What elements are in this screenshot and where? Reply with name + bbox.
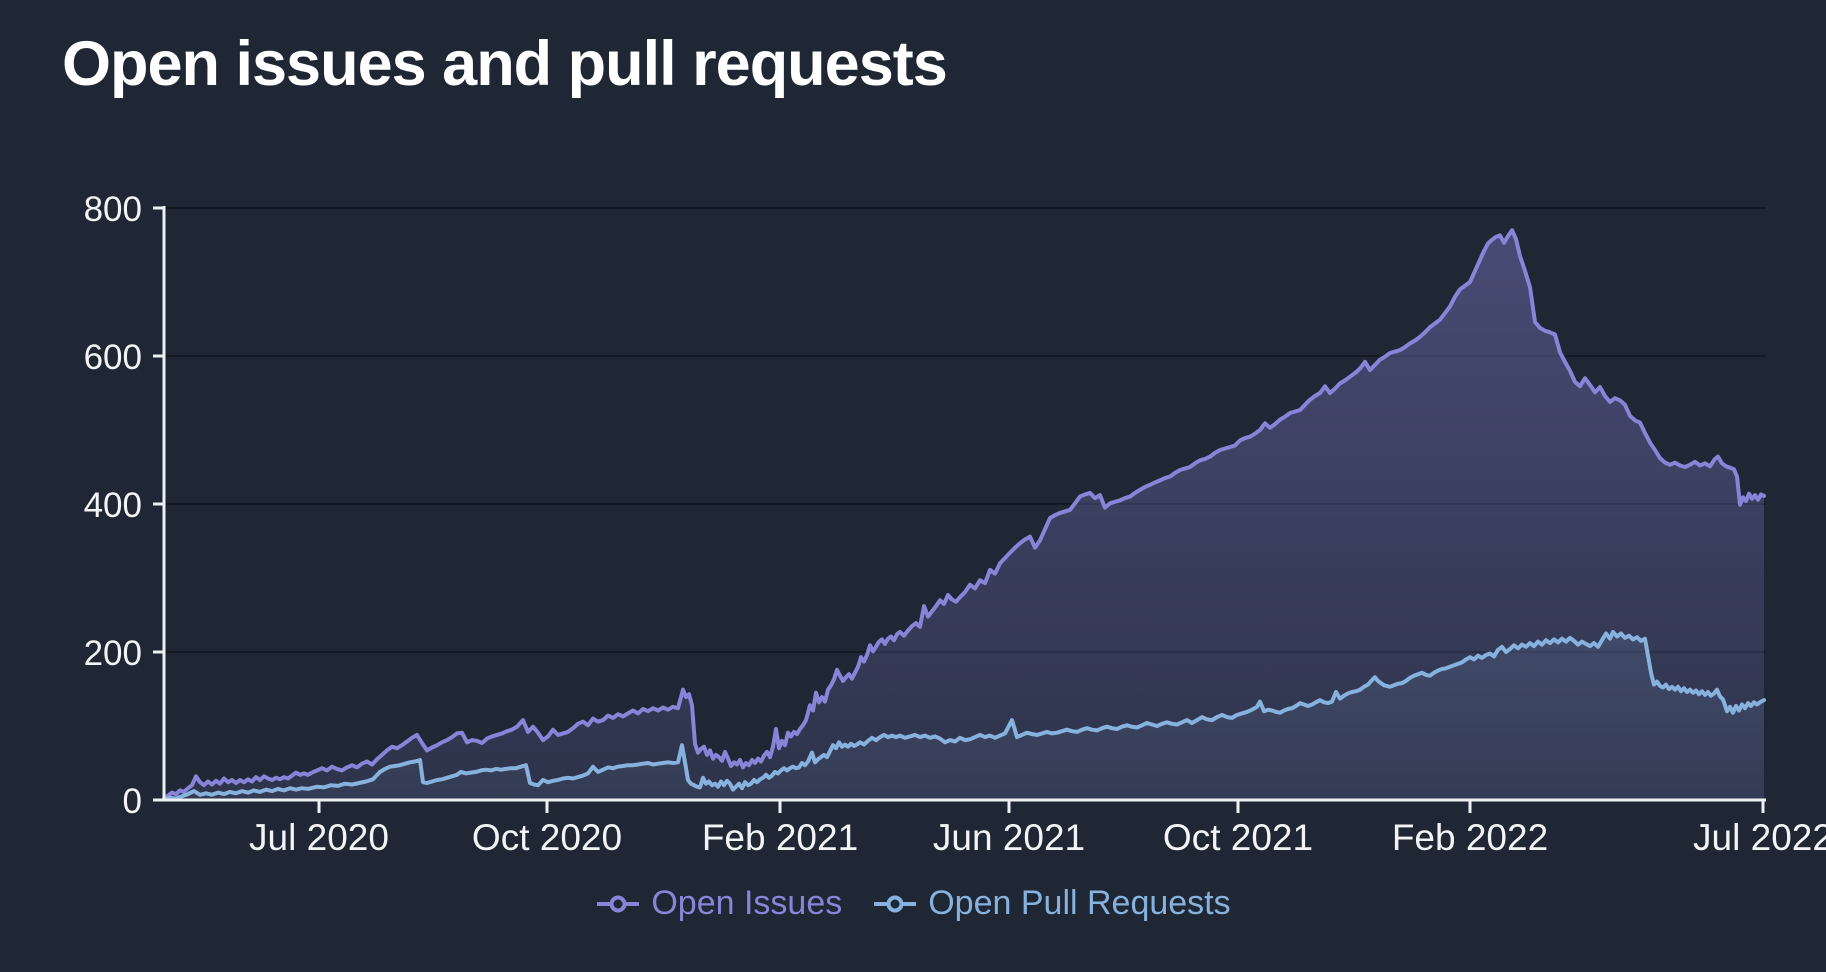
y-tick-label: 0	[123, 782, 142, 821]
legend-label-open-issues: Open Issues	[651, 884, 843, 922]
y-tick-label: 800	[84, 190, 142, 229]
y-tick-label: 200	[84, 634, 142, 673]
legend-marker-line-circle-icon	[597, 895, 640, 912]
y-tick-label: 400	[84, 486, 142, 525]
x-tick-label: Feb 2022	[1392, 817, 1548, 858]
line-open-issues	[162, 228, 1766, 801]
x-tick-label: Jul 2022	[1693, 817, 1826, 858]
y-tick-label: 600	[84, 338, 142, 377]
legend-marker-line-circle-icon	[874, 895, 917, 912]
x-tick-label: Oct 2021	[1163, 817, 1313, 858]
legend: Open Issues Open Pull Requests	[0, 884, 1826, 923]
area-open-issues	[164, 230, 1764, 800]
legend-item-open-issues[interactable]: Open Issues	[595, 884, 842, 923]
page-title: Open issues and pull requests	[62, 29, 948, 99]
legend-item-open-pull-requests[interactable]: Open Pull Requests	[872, 884, 1231, 923]
area-open-pull-requests	[164, 632, 1764, 800]
x-tick-label: Oct 2020	[472, 817, 622, 858]
x-tick-label: Jul 2020	[249, 817, 389, 858]
x-tick-label: Feb 2021	[702, 817, 858, 858]
legend-label-open-pull-requests: Open Pull Requests	[928, 884, 1231, 922]
line-open-pull-requests	[162, 630, 1766, 802]
x-tick-label: Jun 2021	[933, 817, 1085, 858]
